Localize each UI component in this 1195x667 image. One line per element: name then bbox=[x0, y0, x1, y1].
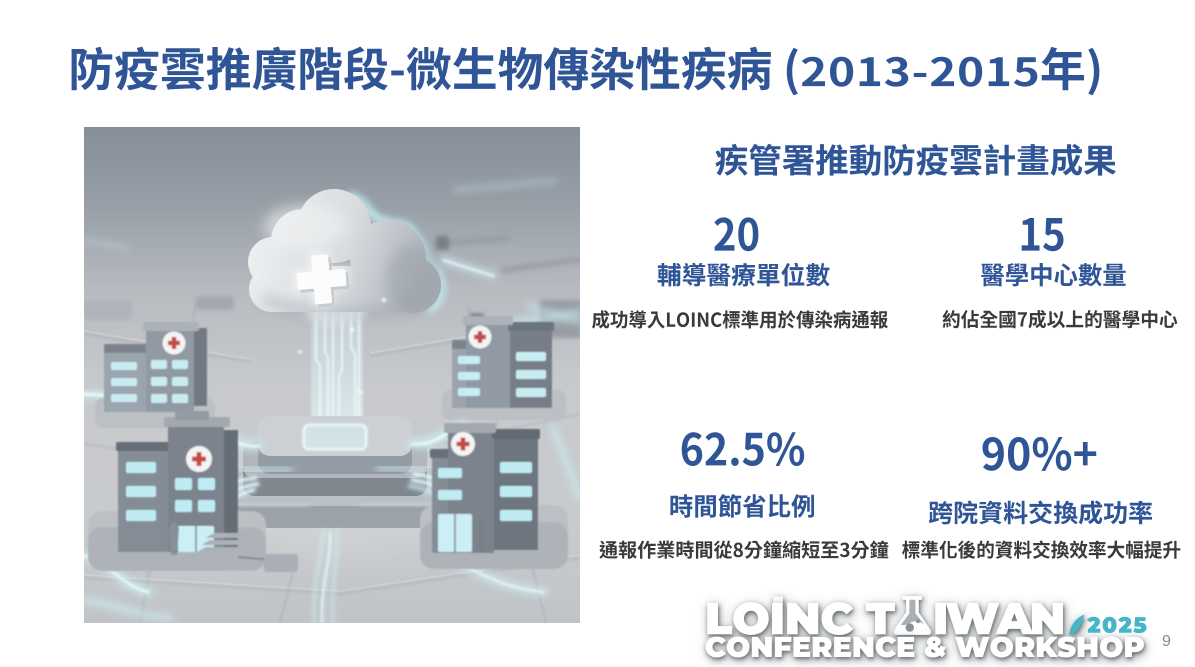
svg-text:9: 9 bbox=[1162, 633, 1171, 650]
